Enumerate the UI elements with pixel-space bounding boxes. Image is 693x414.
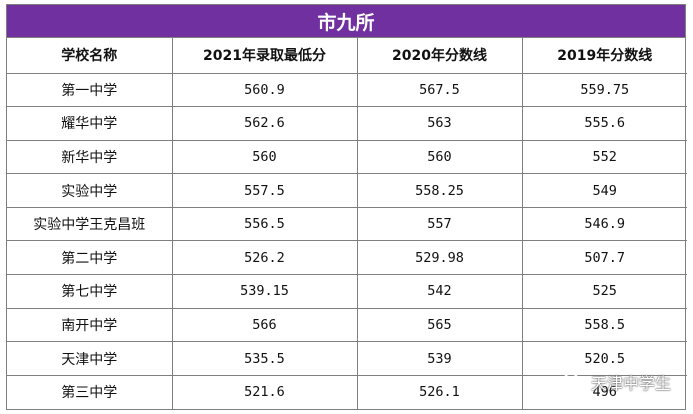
cell-score-2020: 565 bbox=[356, 307, 523, 343]
table-row: 第三中学 521.6 526.1 496 bbox=[7, 374, 687, 409]
cell-score-2019: 549 bbox=[521, 173, 687, 208]
table-row: 新华中学 560 560 552 bbox=[7, 139, 687, 175]
cell-school-name: 第三中学 bbox=[7, 374, 173, 409]
score-table: 学校名称 2021年录取最低分 2020年分数线 2019年分数线 第一中学 56… bbox=[7, 38, 687, 409]
cell-score-2019: 507.7 bbox=[521, 240, 687, 276]
score-table-container: 市九所 学校名称 2021年录取最低分 2020年分数线 2019年分数线 第一… bbox=[6, 4, 687, 410]
cell-school-name: 第二中学 bbox=[7, 240, 173, 276]
cell-score-2019: 555.6 bbox=[521, 106, 687, 141]
cell-school-name: 天津中学 bbox=[7, 341, 173, 376]
cell-score-2020: 563 bbox=[356, 106, 523, 141]
cell-school-name: 南开中学 bbox=[7, 307, 173, 343]
cell-score-2019: 546.9 bbox=[521, 206, 687, 242]
cell-score-2020: 542 bbox=[356, 274, 523, 309]
cell-score-2020: 557 bbox=[356, 206, 523, 242]
header-school-name: 学校名称 bbox=[7, 38, 173, 74]
table-row: 耀华中学 562.6 563 555.6 bbox=[7, 106, 687, 141]
cell-score-2021: 521.6 bbox=[171, 374, 358, 409]
cell-score-2021: 535.5 bbox=[171, 341, 358, 376]
header-2020-cutoff: 2020年分数线 bbox=[356, 38, 523, 74]
table-row: 实验中学 557.5 558.25 549 bbox=[7, 173, 687, 208]
cell-school-name: 第一中学 bbox=[7, 73, 173, 108]
cell-school-name: 实验中学 bbox=[7, 173, 173, 208]
cell-score-2019: 558.5 bbox=[521, 307, 687, 343]
cell-score-2019: 525 bbox=[521, 274, 687, 309]
cell-school-name: 耀华中学 bbox=[7, 106, 173, 141]
cell-score-2021: 560 bbox=[171, 139, 358, 175]
cell-score-2020: 529.98 bbox=[356, 240, 523, 276]
table-title: 市九所 bbox=[7, 5, 685, 38]
cell-score-2021: 526.2 bbox=[171, 240, 358, 276]
cell-score-2020: 558.25 bbox=[356, 173, 523, 208]
cell-score-2021: 539.15 bbox=[171, 274, 358, 309]
table-row: 天津中学 535.5 539 520.5 bbox=[7, 341, 687, 376]
cell-score-2019: 559.75 bbox=[521, 73, 687, 108]
cell-score-2021: 557.5 bbox=[171, 173, 358, 208]
cell-school-name: 新华中学 bbox=[7, 139, 173, 175]
cell-score-2021: 562.6 bbox=[171, 106, 358, 141]
cell-school-name: 实验中学王克昌班 bbox=[7, 206, 173, 242]
cell-score-2020: 560 bbox=[356, 139, 523, 175]
cell-score-2020: 526.1 bbox=[356, 374, 523, 409]
cell-score-2019: 496 bbox=[521, 374, 687, 409]
cell-score-2019: 520.5 bbox=[521, 341, 687, 376]
cell-score-2019: 552 bbox=[521, 139, 687, 175]
cell-score-2020: 567.5 bbox=[356, 73, 523, 108]
table-row: 第一中学 560.9 567.5 559.75 bbox=[7, 73, 687, 108]
header-2019-cutoff: 2019年分数线 bbox=[521, 38, 687, 74]
cell-school-name: 第七中学 bbox=[7, 274, 173, 309]
header-row: 学校名称 2021年录取最低分 2020年分数线 2019年分数线 bbox=[7, 38, 687, 74]
cell-score-2021: 566 bbox=[171, 307, 358, 343]
table-row: 第七中学 539.15 542 525 bbox=[7, 274, 687, 309]
table-row: 南开中学 566 565 558.5 bbox=[7, 307, 687, 343]
table-row: 第二中学 526.2 529.98 507.7 bbox=[7, 240, 687, 276]
cell-score-2021: 556.5 bbox=[171, 206, 358, 242]
table-row: 实验中学王克昌班 556.5 557 546.9 bbox=[7, 206, 687, 242]
cell-score-2020: 539 bbox=[356, 341, 523, 376]
cell-score-2021: 560.9 bbox=[171, 73, 358, 108]
header-2021-min-score: 2021年录取最低分 bbox=[171, 38, 358, 74]
